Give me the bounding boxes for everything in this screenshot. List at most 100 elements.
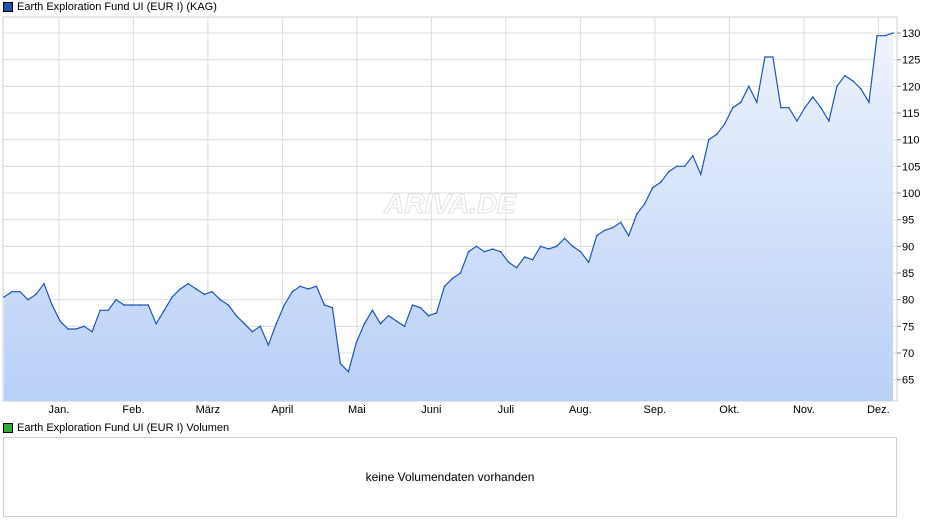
price-point [868, 101, 870, 104]
price-point [427, 314, 430, 317]
price-point [227, 304, 230, 306]
price-area-fill [4, 33, 893, 401]
price-point [764, 56, 766, 58]
x-tick-label: Nov. [793, 404, 815, 416]
price-point [179, 288, 181, 290]
price-point [459, 272, 462, 274]
price-point [251, 330, 254, 333]
price-point [772, 56, 774, 58]
price-point [203, 293, 205, 296]
price-point [123, 304, 125, 306]
price-point [283, 304, 286, 306]
y-tick-label: 65 [902, 375, 914, 387]
price-point [451, 277, 454, 280]
x-tick-label: März [196, 404, 220, 416]
price-point [467, 250, 470, 253]
price-point [724, 122, 726, 125]
price-point [828, 120, 830, 122]
price-point [635, 213, 638, 216]
price-point [860, 88, 862, 90]
price-point [67, 328, 69, 330]
y-tick-label: 110 [902, 135, 920, 147]
x-tick-label: April [271, 404, 293, 416]
price-point [435, 312, 438, 314]
price-point [539, 245, 542, 248]
price-legend-label: Earth Exploration Fund UI (EUR I) (KAG) [17, 1, 217, 13]
price-line [3, 32, 894, 373]
price-point [211, 290, 213, 293]
price-point [99, 309, 101, 312]
price-point [555, 245, 558, 248]
volume-panel: keine Volumendaten vorhanden [3, 437, 897, 517]
price-point [587, 261, 590, 264]
price-point [708, 138, 710, 141]
x-tick-label: Feb. [122, 404, 144, 416]
price-legend: Earth Exploration Fund UI (EUR I) (KAG) [3, 0, 217, 14]
price-point [171, 296, 173, 298]
price-point [355, 341, 358, 344]
price-point [748, 85, 750, 88]
price-point [35, 293, 37, 296]
price-point [475, 245, 478, 248]
price-point [347, 370, 350, 373]
price-point [379, 322, 382, 325]
y-tick-label: 130 [902, 28, 920, 40]
price-point [267, 344, 270, 346]
price-point [147, 304, 149, 306]
price-point [836, 85, 838, 88]
price-point [59, 320, 61, 322]
volume-legend: Earth Exploration Fund UI (EUR I) Volume… [3, 421, 229, 435]
price-point [3, 296, 5, 298]
y-tick-label: 70 [902, 348, 914, 360]
watermark: ARIVA.DE [383, 188, 517, 219]
x-tick-label: Jan. [48, 404, 69, 416]
price-point [483, 250, 486, 253]
x-tick-label: Okt. [719, 404, 739, 416]
y-tick-label: 85 [902, 268, 914, 280]
price-point [884, 34, 886, 37]
y-tick-label: 80 [902, 295, 914, 307]
price-point [812, 96, 814, 98]
price-point [643, 202, 646, 205]
price-point [291, 290, 294, 293]
price-point [507, 261, 510, 264]
price-point [780, 106, 782, 109]
volume-empty-message: keine Volumendaten vorhanden [365, 470, 535, 484]
price-point [259, 325, 262, 328]
y-tick-label: 90 [902, 241, 914, 253]
price-point [796, 120, 798, 122]
volume-legend-label: Earth Exploration Fund UI (EUR I) Volume… [17, 422, 230, 434]
x-axis: Jan. Feb. März April Mai Juni Juli Aug. Sep. Okt.… [48, 404, 889, 416]
price-point [51, 304, 53, 306]
price-point [443, 285, 446, 288]
y-tick-label: 115 [902, 108, 920, 120]
price-point [619, 221, 622, 224]
price-point [371, 309, 374, 312]
price-point [139, 304, 141, 306]
price-point [91, 330, 93, 333]
price-point [19, 290, 21, 293]
price-point [155, 322, 157, 325]
price-point [115, 298, 117, 301]
price-point [331, 306, 334, 309]
price-point [571, 245, 574, 248]
price-point [131, 304, 133, 306]
price-point [676, 165, 678, 168]
price-point [403, 325, 406, 328]
price-point [387, 314, 390, 317]
x-tick-label: Mai [348, 404, 366, 416]
price-point [163, 309, 165, 312]
price-point [788, 106, 790, 109]
x-tick-label: Aug. [569, 404, 592, 416]
price-point [499, 250, 502, 253]
price-point [659, 181, 662, 184]
y-tick-label: 100 [902, 188, 920, 200]
price-points [3, 32, 894, 373]
y-axis: 65 70 75 80 85 90 95 100 105 110 115 120 125 130 [897, 28, 920, 387]
price-point [219, 298, 221, 301]
price-point [339, 362, 342, 365]
price-point [323, 304, 326, 306]
price-point [243, 322, 246, 325]
price-point [235, 314, 238, 317]
price-point [491, 248, 494, 250]
